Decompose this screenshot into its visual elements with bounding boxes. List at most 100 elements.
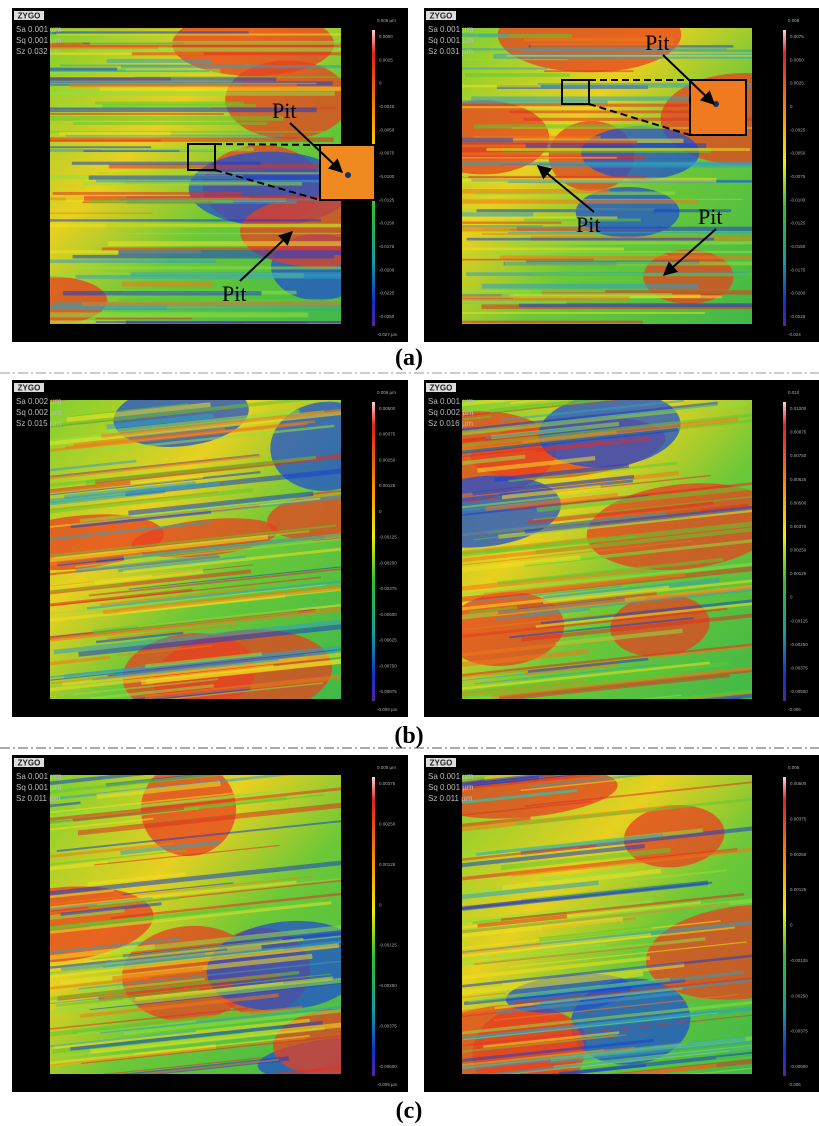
stripe — [50, 583, 123, 597]
stripe — [462, 100, 608, 105]
scale-tick: -0.00500 — [379, 612, 397, 617]
stripe — [72, 254, 335, 259]
height-map — [424, 28, 752, 348]
pit-label: Pit — [576, 212, 600, 237]
stripe — [485, 492, 619, 511]
stripe — [78, 622, 341, 657]
stripe — [462, 427, 679, 457]
stripe — [102, 103, 257, 108]
stripe — [50, 775, 248, 800]
zoom-line — [588, 103, 691, 136]
stat: Sz 0.031 µm — [428, 47, 473, 56]
blob — [581, 126, 700, 180]
stripe — [462, 225, 543, 228]
stripe — [89, 40, 341, 45]
scale-tick: 0.00625 — [790, 477, 807, 482]
stripe — [462, 312, 705, 314]
height-map — [50, 28, 341, 347]
scale-bottom: -0.006 µm — [377, 1082, 398, 1087]
stripe — [50, 131, 341, 133]
stripe — [50, 534, 269, 567]
stripe — [486, 147, 751, 151]
stripes — [50, 356, 341, 699]
stripe — [475, 664, 657, 685]
scale-tick: -0.00125 — [379, 943, 397, 948]
stripe — [501, 400, 685, 421]
stripe — [481, 1042, 752, 1074]
stripe — [64, 481, 197, 500]
stripe — [539, 966, 752, 1005]
stripe — [96, 781, 221, 799]
stripe — [494, 463, 630, 482]
stat: Sa 0.001 µm — [428, 397, 474, 406]
stripe — [50, 77, 277, 81]
stripe — [462, 1036, 746, 1074]
scale-tick: 0.00375 — [379, 432, 396, 437]
stripe — [532, 272, 752, 277]
scale-tick: -0.00375 — [379, 586, 397, 591]
stripe — [50, 645, 341, 681]
stripe — [462, 103, 689, 107]
stripe — [462, 289, 606, 293]
stripe — [55, 989, 200, 1007]
stripe — [462, 441, 604, 463]
stripe — [50, 1037, 307, 1067]
scale-top: 0.010 — [788, 390, 800, 395]
stripe — [50, 137, 334, 142]
stripe — [462, 880, 599, 902]
stripe — [76, 47, 341, 52]
stripe — [52, 1018, 310, 1050]
stripe — [539, 925, 652, 942]
stripe — [106, 58, 212, 63]
stripe — [50, 42, 341, 48]
stripe — [462, 1013, 752, 1048]
stripe — [116, 198, 341, 201]
stripe — [50, 664, 274, 696]
stripe — [472, 474, 635, 496]
scale-tick: 0.00875 — [790, 430, 807, 435]
scale-top: 0.005 — [788, 765, 800, 770]
stripe — [65, 1091, 298, 1119]
stripe — [424, 345, 619, 348]
stripe — [50, 400, 336, 430]
colorbar — [783, 777, 786, 1076]
scale-top: 0.005 µm — [377, 18, 396, 23]
stripe — [111, 934, 341, 962]
stripe — [476, 209, 732, 213]
stripe — [462, 996, 752, 1036]
stripe — [462, 897, 752, 934]
stripe — [50, 480, 131, 499]
stripe — [521, 49, 752, 53]
stripe — [438, 1100, 535, 1112]
stripe — [462, 199, 699, 204]
stripe — [77, 584, 322, 612]
stripe — [462, 641, 752, 678]
stripe — [50, 849, 186, 873]
stripe — [97, 356, 326, 383]
stripe — [462, 555, 581, 573]
scale-tick: 0.00500 — [790, 781, 807, 786]
stripes — [50, 775, 341, 1119]
stripe — [50, 842, 174, 865]
stripe — [517, 1063, 752, 1074]
stripe — [74, 342, 237, 347]
stripe — [525, 143, 707, 149]
stripe — [462, 226, 597, 232]
stripe — [53, 617, 341, 655]
stat: Sa 0.001 µm — [16, 25, 62, 34]
stripe — [491, 659, 752, 698]
stripe — [462, 189, 610, 194]
stripe — [94, 424, 335, 453]
stat: Sz 0.016 µm — [428, 419, 473, 428]
stripe — [50, 552, 143, 572]
stripe — [82, 308, 341, 311]
scale-tick: -0.00250 — [379, 983, 397, 988]
stripe — [462, 648, 590, 671]
scale-tick: -0.0125 — [379, 197, 395, 202]
stripe — [511, 844, 752, 877]
stripe — [50, 655, 111, 671]
stripe — [66, 402, 211, 423]
scale-tick: -0.00250 — [790, 642, 808, 647]
stripe — [516, 790, 752, 826]
stripe — [493, 582, 752, 617]
